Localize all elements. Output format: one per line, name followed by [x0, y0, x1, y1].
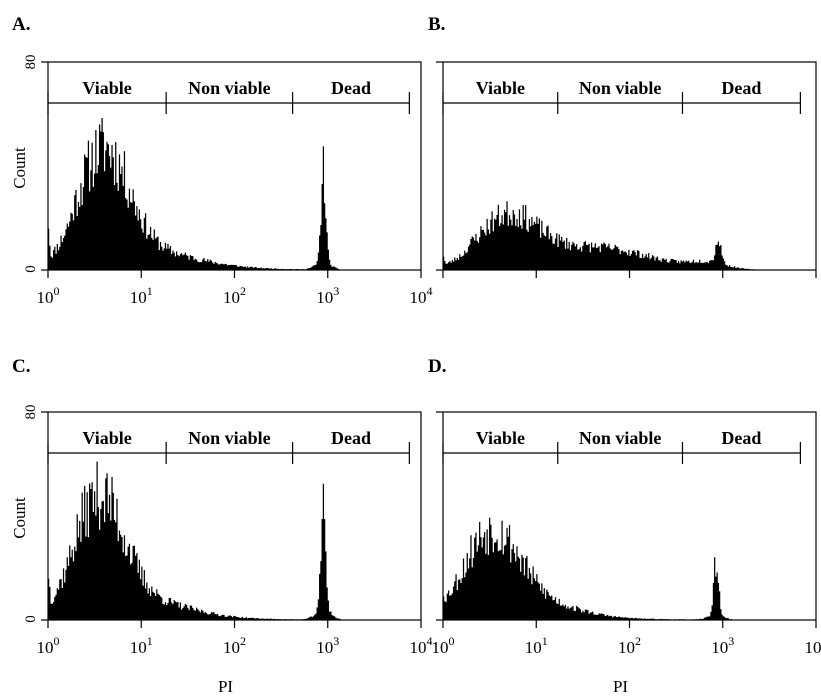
y-axis-title: Count: [10, 147, 29, 189]
gate-label-non-viable: Non viable: [188, 78, 271, 98]
panel-c: C. Viable Non viable Dead 0 80 Count 100 101 102 1…: [10, 356, 433, 696]
histogram: [443, 517, 816, 620]
x-axis-title: PI: [613, 677, 628, 696]
gate-label-non-viable: Non viable: [579, 78, 662, 98]
panel-label: A.: [12, 14, 30, 35]
gate-label-dead: Dead: [331, 78, 371, 98]
x-tick-label: 102: [223, 634, 246, 657]
x-tick-label: 104: [410, 284, 433, 307]
panel-label: C.: [12, 356, 30, 377]
gate-label-dead: Dead: [721, 428, 761, 448]
y-tick-label: 80: [23, 55, 39, 70]
x-tick-label: 102: [223, 284, 246, 307]
panel-a: A. Viable Non viable Dead 0 80 Count 100 101 102 1…: [10, 14, 433, 307]
gate-label-dead: Dead: [721, 78, 761, 98]
x-tick-label: 104: [805, 634, 821, 657]
x-tick-label: 101: [525, 634, 548, 657]
x-tick-label: 100: [37, 634, 60, 657]
gate-label-viable: Viable: [476, 78, 525, 98]
x-tick-label: 100: [37, 284, 60, 307]
x-tick-label: 101: [130, 634, 153, 657]
x-axis-title: PI: [218, 677, 233, 696]
x-tick-label: 102: [618, 634, 641, 657]
panel-b: B. Viable Non viable Dead: [428, 14, 817, 278]
gate-label-non-viable: Non viable: [188, 428, 271, 448]
x-tick-label: 104: [410, 634, 433, 657]
panel-label: D.: [428, 356, 446, 377]
gate-label-dead: Dead: [331, 428, 371, 448]
x-tick-label: 103: [711, 634, 734, 657]
x-tick-label: 100: [432, 634, 455, 657]
y-tick-label: 80: [23, 405, 39, 420]
gate-label-viable: Viable: [82, 428, 131, 448]
histogram: [48, 461, 421, 620]
gate-label-viable: Viable: [82, 78, 131, 98]
panel-label: B.: [428, 14, 445, 35]
histogram: [48, 118, 421, 270]
panel-d: D. Viable Non viable Dead 100 101 102 103 104 PI: [428, 356, 821, 696]
histogram: [443, 201, 816, 270]
x-tick-label: 103: [316, 634, 339, 657]
gate-label-viable: Viable: [476, 428, 525, 448]
y-tick-label: 0: [23, 265, 39, 273]
y-tick-label: 0: [23, 615, 39, 623]
gate-label-non-viable: Non viable: [579, 428, 662, 448]
x-tick-label: 103: [316, 284, 339, 307]
y-axis-title: Count: [10, 497, 29, 539]
x-tick-label: 101: [130, 284, 153, 307]
